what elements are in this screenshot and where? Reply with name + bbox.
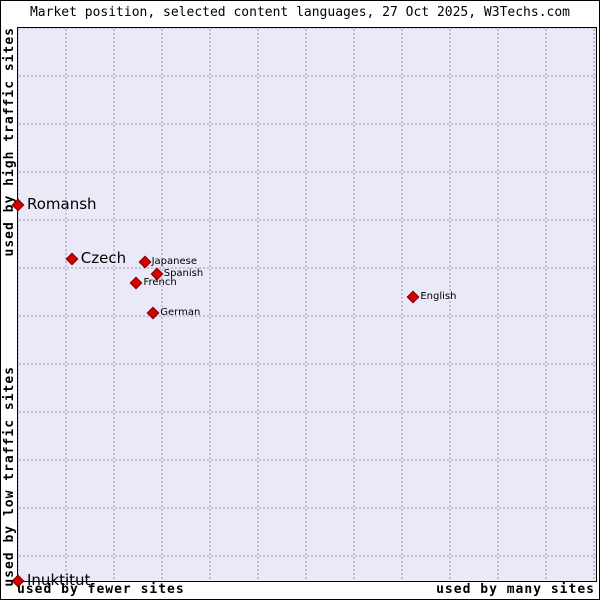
diamond-marker-icon bbox=[130, 277, 143, 290]
point-label: French bbox=[143, 277, 177, 289]
point-label: Spanish bbox=[163, 267, 204, 279]
diamond-marker-icon bbox=[138, 256, 151, 269]
diamond-marker-icon bbox=[406, 290, 420, 304]
y-axis-label-low-traffic: used by low traffic sites bbox=[2, 366, 17, 587]
point-label: Czech bbox=[80, 248, 127, 267]
chart-title: Market position, selected content langua… bbox=[29, 5, 571, 20]
diamond-marker-icon bbox=[146, 306, 160, 320]
diamond-marker-icon bbox=[65, 252, 79, 265]
x-axis-label-fewer-sites: used by fewer sites bbox=[17, 582, 185, 597]
y-axis-label-high-traffic: used by high traffic sites bbox=[2, 27, 17, 257]
point-label: English bbox=[420, 290, 457, 302]
x-axis-label-many-sites: used by many sites bbox=[436, 582, 595, 597]
point-label: Japanese bbox=[151, 256, 197, 268]
point-label: Romansh bbox=[27, 195, 97, 214]
point-label: Inuktitut bbox=[27, 571, 91, 590]
point-label: German bbox=[160, 307, 201, 319]
plot-area: Romansh Czech Japanese Spanish French German E… bbox=[11, 27, 597, 589]
